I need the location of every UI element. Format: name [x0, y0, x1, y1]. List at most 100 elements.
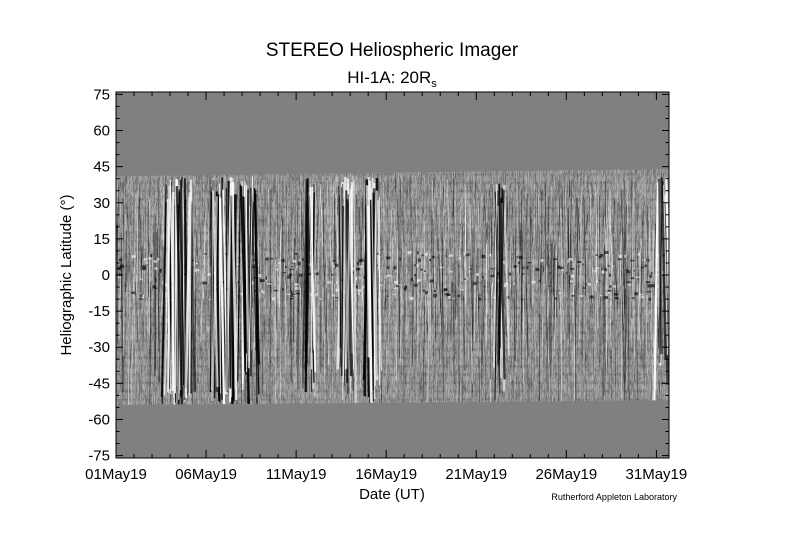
striation — [476, 290, 480, 358]
striation — [519, 222, 522, 274]
equatorial-speckle — [276, 268, 279, 271]
striation — [437, 239, 441, 314]
feature-streak — [169, 180, 176, 405]
striation — [627, 286, 629, 324]
feature-streak — [342, 176, 346, 400]
equatorial-speckle — [581, 263, 584, 265]
striation — [536, 181, 540, 307]
striation — [443, 206, 447, 329]
striation — [515, 288, 518, 362]
equatorial-speckle — [481, 276, 484, 279]
striation — [133, 284, 137, 396]
striation — [646, 205, 648, 295]
striation — [239, 287, 242, 406]
equatorial-speckle — [592, 270, 597, 272]
equatorial-speckle — [465, 253, 470, 257]
equatorial-speckle — [257, 274, 262, 278]
equatorial-speckle — [651, 284, 655, 288]
striation — [541, 272, 544, 383]
equatorial-speckle — [358, 277, 361, 279]
striation — [438, 195, 442, 313]
equatorial-speckle — [459, 289, 464, 291]
striation — [589, 185, 593, 304]
equatorial-speckle — [290, 298, 294, 300]
striation — [296, 191, 298, 224]
equatorial-speckle — [463, 252, 467, 256]
striation — [444, 192, 447, 245]
striation — [136, 198, 140, 342]
striation — [624, 180, 626, 306]
striation — [521, 248, 523, 369]
striation — [513, 227, 517, 372]
striation — [360, 214, 365, 341]
feature-streak — [237, 184, 241, 382]
equatorial-speckle — [631, 297, 635, 299]
equatorial-speckle — [633, 269, 636, 272]
equatorial-speckle — [553, 258, 557, 261]
striation — [475, 248, 478, 324]
equatorial-speckle — [634, 292, 639, 296]
equatorial-speckle — [334, 263, 339, 267]
striation — [452, 178, 455, 215]
equatorial-speckle — [386, 256, 391, 260]
striation — [526, 193, 528, 301]
equatorial-speckle — [644, 264, 648, 267]
equatorial-speckle — [131, 255, 136, 259]
feature-streak — [665, 177, 669, 359]
striation — [329, 227, 333, 267]
equatorial-speckle — [157, 257, 160, 261]
equatorial-speckle — [376, 252, 381, 256]
equatorial-speckle — [626, 270, 631, 274]
striation — [154, 232, 157, 377]
striation — [550, 233, 552, 293]
striation — [285, 224, 290, 305]
striation — [405, 247, 408, 335]
striation — [462, 225, 466, 371]
equatorial-speckle — [618, 258, 622, 261]
striation — [453, 179, 456, 320]
feature-streak — [210, 178, 214, 391]
striation — [203, 213, 207, 300]
equatorial-speckle — [513, 282, 515, 285]
striation — [616, 202, 619, 296]
equatorial-speckle — [448, 254, 454, 257]
y-tick-label: -45 — [88, 375, 110, 392]
striation — [557, 288, 560, 310]
striation — [120, 257, 124, 393]
striation — [485, 239, 488, 350]
equatorial-speckle — [569, 280, 574, 283]
striation — [572, 263, 576, 316]
equatorial-speckle — [308, 272, 313, 276]
equatorial-speckle — [384, 276, 387, 279]
equatorial-speckle — [424, 270, 426, 272]
equatorial-speckle — [409, 296, 414, 301]
equatorial-speckle — [595, 254, 598, 256]
equatorial-speckle — [394, 280, 399, 284]
striation — [194, 195, 197, 217]
equatorial-speckle — [628, 283, 631, 287]
equatorial-speckle — [145, 261, 149, 264]
striation — [517, 181, 521, 250]
equatorial-speckle — [161, 281, 164, 285]
y-tick-label: 0 — [102, 267, 110, 284]
equatorial-speckle — [142, 265, 146, 268]
striation — [200, 273, 204, 343]
striation — [322, 203, 326, 332]
striation — [635, 176, 637, 250]
striation — [424, 221, 427, 335]
feature-streak — [304, 178, 309, 393]
equatorial-speckle — [645, 259, 650, 262]
equatorial-speckle — [404, 285, 408, 289]
striation — [195, 229, 198, 257]
striation — [319, 184, 324, 246]
equatorial-speckle — [559, 266, 564, 270]
equatorial-speckle — [294, 283, 299, 286]
striation — [576, 197, 580, 295]
striation — [127, 207, 131, 281]
equatorial-speckle — [294, 252, 298, 255]
feature-streak — [219, 197, 226, 405]
equatorial-speckle — [554, 297, 557, 300]
equatorial-speckle — [287, 275, 291, 279]
striation — [595, 187, 598, 328]
